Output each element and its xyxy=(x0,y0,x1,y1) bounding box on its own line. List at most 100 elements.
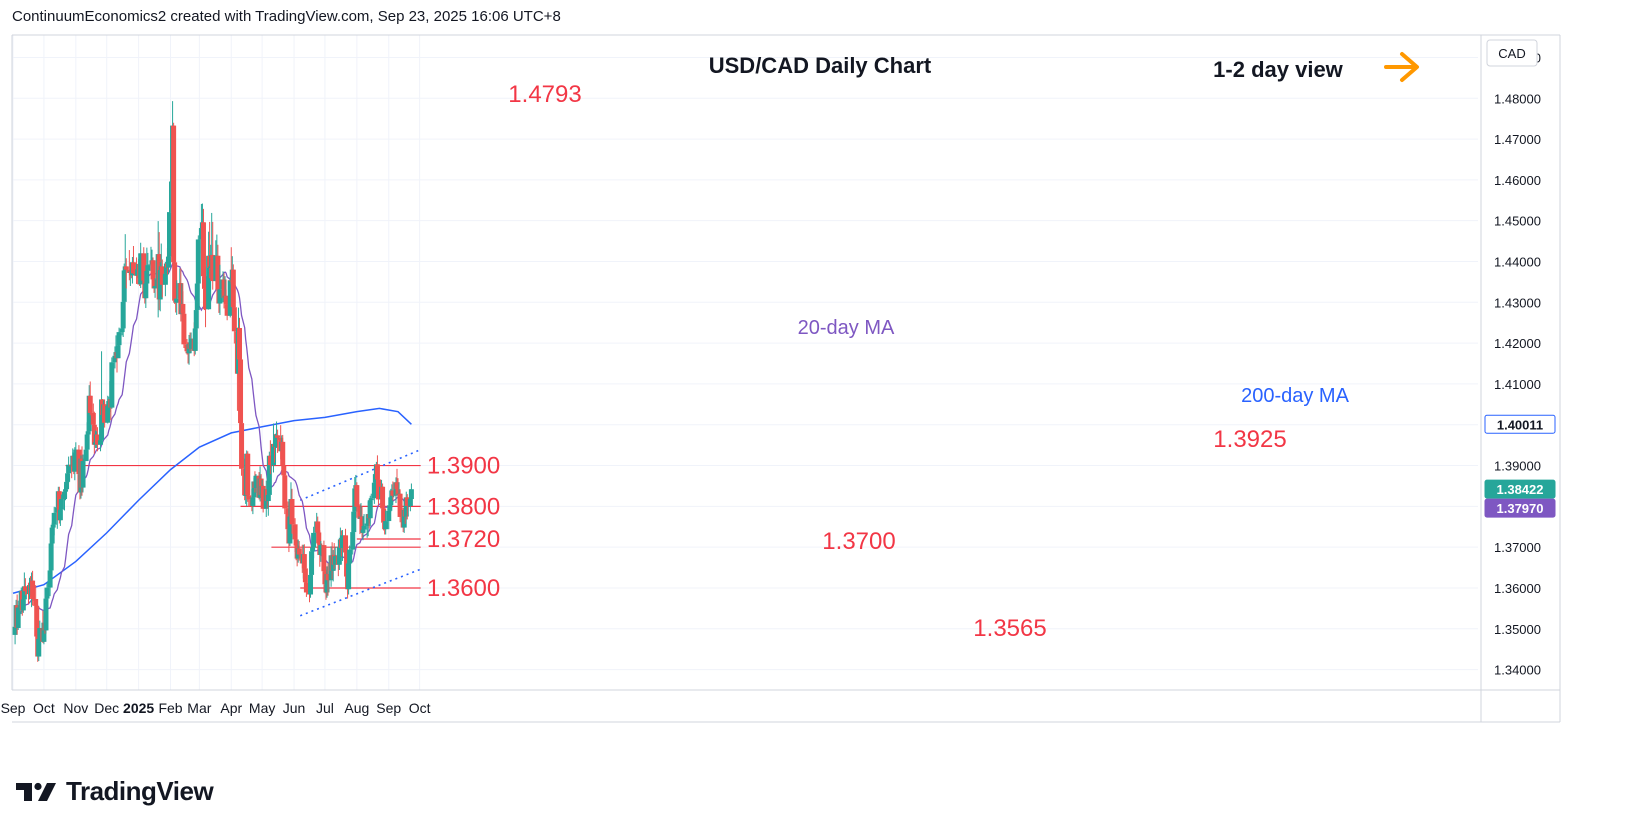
candle-body xyxy=(394,482,400,490)
candle-body xyxy=(403,497,409,517)
ma20-label: 20-day MA xyxy=(798,317,895,339)
candle-body xyxy=(43,598,49,631)
candle-body xyxy=(293,539,299,546)
candle-body xyxy=(120,301,126,329)
candle-body xyxy=(404,497,410,506)
currency-badge xyxy=(1486,39,1538,67)
candle-body xyxy=(383,521,389,530)
candle-body xyxy=(141,253,147,281)
candle-body xyxy=(364,523,370,526)
candle-body xyxy=(144,270,150,284)
candle-body xyxy=(163,263,169,274)
candle-body xyxy=(73,449,79,453)
price-annotation: 1.3700 xyxy=(822,528,895,555)
y-tick-label: 1.37000 xyxy=(1494,540,1541,555)
channel-line xyxy=(299,449,420,501)
candle-body xyxy=(231,307,237,332)
candle-body xyxy=(49,527,55,544)
candle-body xyxy=(390,490,396,496)
candle-body xyxy=(227,280,233,316)
candle-body xyxy=(61,491,67,500)
candle-body xyxy=(193,310,199,329)
candle-body xyxy=(280,441,286,466)
candle-body xyxy=(395,489,401,496)
candle-body xyxy=(48,543,54,571)
price-marker-label: 1.37970 xyxy=(1497,501,1544,516)
candle-body xyxy=(282,475,288,509)
candle-body xyxy=(143,283,149,299)
x-tick-label: Oct xyxy=(409,700,431,716)
candle-body xyxy=(230,269,236,308)
x-tick-label: Jun xyxy=(283,700,306,716)
candle-body xyxy=(250,497,256,506)
candle-body xyxy=(85,431,91,435)
candle-body xyxy=(368,498,374,501)
candle-body xyxy=(357,506,363,520)
candle-body xyxy=(332,556,338,565)
candle-body xyxy=(408,489,414,500)
candle-body xyxy=(243,494,249,496)
candle-body xyxy=(245,453,251,496)
candle-body xyxy=(343,535,349,553)
y-tick-label: 1.34000 xyxy=(1494,663,1541,678)
ma200-curve xyxy=(12,407,412,595)
y-tick-label: 1.42000 xyxy=(1494,336,1541,351)
candle-body xyxy=(194,283,200,311)
candle-body xyxy=(20,599,26,611)
candle-body xyxy=(375,479,381,500)
candle-body xyxy=(287,516,293,544)
candle-body xyxy=(195,239,201,284)
candle-body xyxy=(301,554,307,569)
x-tick-label: Feb xyxy=(158,700,182,716)
y-tick-label: 1.43000 xyxy=(1494,295,1541,310)
candle-body xyxy=(63,489,69,492)
x-tick-label: Sep xyxy=(376,700,401,716)
candle-body xyxy=(346,563,352,590)
candle-body xyxy=(318,545,324,555)
candle-body xyxy=(206,255,212,310)
price-annotation: 1.4793 xyxy=(508,81,581,108)
candle-body xyxy=(273,439,279,447)
candle-body xyxy=(296,548,302,555)
candle-body xyxy=(162,273,168,285)
candle-body xyxy=(266,455,272,495)
candle-body xyxy=(251,481,257,498)
candle-body xyxy=(150,260,156,280)
candle-body xyxy=(310,547,316,552)
candle-body xyxy=(246,495,252,500)
candle-body xyxy=(325,574,331,581)
candle-body xyxy=(397,493,403,517)
price-annotation: 1.3925 xyxy=(1213,426,1286,453)
candles xyxy=(12,101,414,662)
price-marker-box xyxy=(1484,498,1556,518)
y-tick-label: 1.35000 xyxy=(1494,622,1541,637)
candle-body xyxy=(102,404,108,423)
candle-body xyxy=(223,295,229,305)
candle-body xyxy=(360,529,366,533)
candle-body xyxy=(407,499,413,506)
candle-body xyxy=(99,399,105,441)
candle-body xyxy=(172,262,178,301)
candle-body xyxy=(12,626,18,635)
candle-body xyxy=(84,434,90,450)
candle-body xyxy=(130,262,136,274)
candle-body xyxy=(57,509,63,521)
candle-body xyxy=(270,443,276,466)
candle-body xyxy=(145,265,151,271)
candle-body xyxy=(260,485,266,509)
candle-body xyxy=(83,449,89,462)
price-annotation: 1.3565 xyxy=(973,615,1046,642)
candle-body xyxy=(371,482,377,499)
y-tick-label: 1.41000 xyxy=(1494,377,1541,392)
tradingview-logo[interactable]: TradingView xyxy=(14,776,214,807)
ma20-line xyxy=(14,260,412,627)
candle-body xyxy=(90,412,96,425)
candle-body xyxy=(265,494,271,502)
y-tick-label: 1.47000 xyxy=(1494,132,1541,147)
candle-body xyxy=(365,514,371,524)
candle-body xyxy=(188,338,194,349)
candle-body xyxy=(15,607,21,628)
ma20-curve xyxy=(14,260,412,627)
candle-body xyxy=(50,524,56,528)
